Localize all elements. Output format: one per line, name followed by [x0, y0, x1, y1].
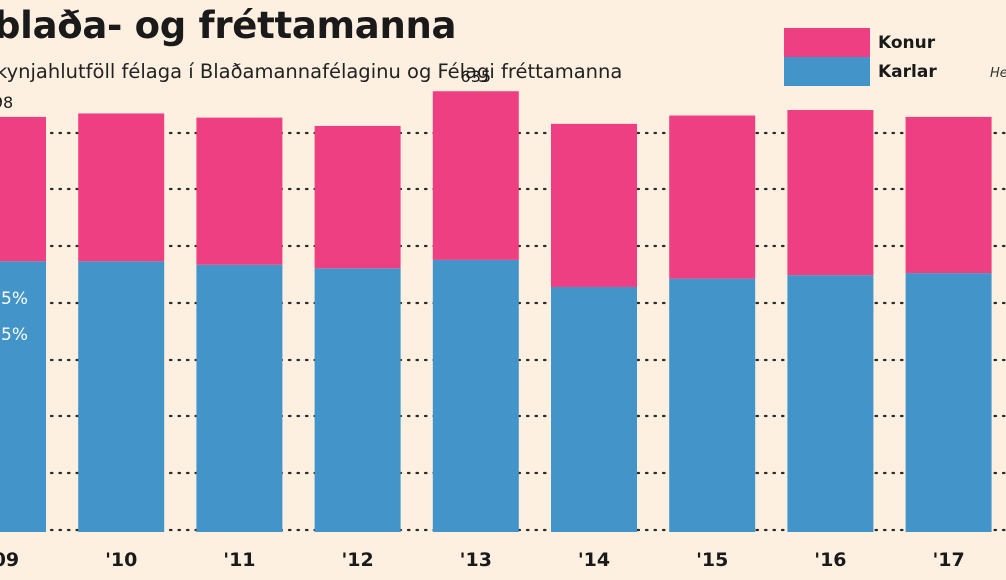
bar-karlar-6: [669, 278, 756, 532]
bar-konur-0: [0, 116, 46, 262]
x-tick-label-8: '17: [932, 549, 964, 571]
legend-item-karlar: Karlar: [784, 57, 937, 86]
source-note: He: [990, 66, 1006, 81]
bar-konur-4: [432, 91, 519, 260]
bar-karlar-4: [432, 259, 519, 532]
bar-konur-8: [905, 116, 992, 274]
legend-swatch-konur: [784, 28, 870, 57]
bar-konur-2: [196, 117, 283, 265]
bar-karlar-5: [551, 286, 637, 532]
x-tick-label-6: '15: [696, 549, 728, 571]
bar-karlar-3: [314, 268, 401, 532]
inline-percent-label-0: 5%: [1, 289, 28, 309]
chart-title: blaða- og fréttamanna: [0, 4, 457, 47]
data-label-0: 98: [0, 93, 13, 112]
data-label-1: 635: [461, 67, 492, 86]
bar-karlar-8: [905, 273, 992, 532]
bar-karlar-0: [0, 261, 46, 532]
legend: Konur Karlar: [784, 28, 937, 86]
bar-konur-3: [314, 125, 401, 269]
bar-konur-7: [787, 109, 874, 276]
x-tick-label-5: '14: [578, 549, 610, 571]
x-tick-label-7: '16: [814, 549, 846, 571]
chart-subtitle: kynjahlutföll félaga í Blaðamannafélagin…: [0, 60, 623, 83]
x-tick-label-4: '13: [460, 549, 492, 571]
bar-konur-6: [669, 115, 756, 279]
legend-item-konur: Konur: [784, 28, 937, 57]
legend-label-karlar: Karlar: [878, 61, 937, 82]
bar-karlar-2: [196, 264, 283, 532]
x-tick-label-2: '11: [223, 549, 255, 571]
bar-konur-1: [78, 113, 165, 262]
x-tick-label-3: '12: [341, 549, 373, 571]
legend-label-konur: Konur: [878, 32, 936, 53]
bar-karlar-7: [787, 275, 874, 532]
legend-swatch-karlar: [784, 57, 870, 86]
x-tick-label-0: '09: [0, 549, 19, 571]
bar-konur-5: [551, 123, 637, 287]
inline-percent-label-1: 5%: [1, 325, 28, 345]
x-tick-label-1: '10: [105, 549, 137, 571]
bar-karlar-1: [78, 261, 165, 532]
